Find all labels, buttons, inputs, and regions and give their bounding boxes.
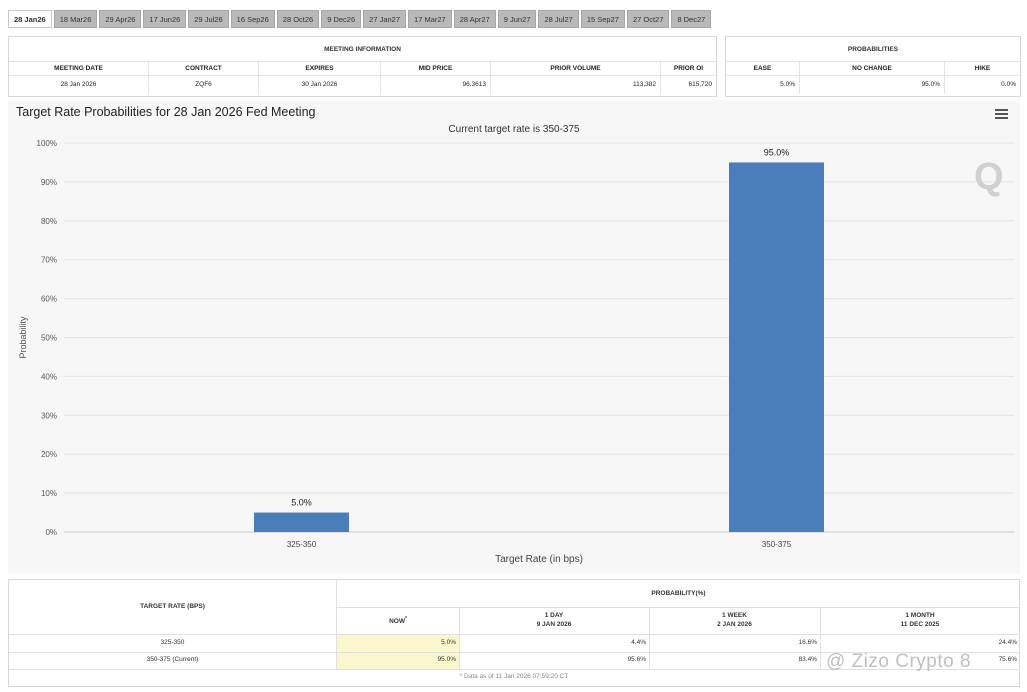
tab-meeting-date[interactable]: 9 Dec26 <box>321 10 362 28</box>
table-header-cell: HIKE <box>974 65 991 72</box>
table-cell: 30 Jan 2026 <box>259 76 381 94</box>
tab-meeting-date[interactable]: 29 Apr26 <box>99 10 142 28</box>
table-cell: 28 Jan 2026 <box>9 76 149 94</box>
bar <box>729 162 824 532</box>
target-rate-header: TARGET RATE (BPS) <box>140 603 205 610</box>
x-tick-label: 325-350 <box>287 540 317 549</box>
y-tick-label: 90% <box>41 178 57 187</box>
tab-meeting-date[interactable]: 28 Apr27 <box>453 10 496 28</box>
table-header-cell: NO CHANGE <box>800 62 945 75</box>
watermark-text: @ Zizo Crypto 8 <box>826 651 972 672</box>
table-header-cell: PRIOR OI <box>673 65 704 72</box>
y-tick-label: 40% <box>41 372 57 381</box>
data-label: 95.0% <box>764 147 790 157</box>
tab-meeting-date[interactable]: 27 Oct27 <box>626 10 670 28</box>
tab-meeting-date[interactable]: 28 Jan26 <box>8 10 52 28</box>
meeting-date-tabs: 28 Jan26 18 Mar26 29 Apr26 17 Jun26 29 Jul26… <box>8 10 712 28</box>
table-header-cell: MID PRICE <box>381 62 491 75</box>
probabilities-title: PROBABILITIES <box>726 37 1020 62</box>
meeting-information-title: MEETING INFORMATION <box>9 37 716 62</box>
one-day-header: 1 DAY 9 JAN 2026 <box>536 612 572 628</box>
table-cell: 5.0% <box>726 76 800 94</box>
chart-subtitle: Current target rate is 350-375 <box>448 124 580 135</box>
table-cell: 0.0% <box>1001 81 1016 88</box>
x-axis-title: Target Rate (in bps) <box>495 554 583 565</box>
y-tick-label: 100% <box>37 139 57 148</box>
table-cell: 95.0% <box>437 656 456 663</box>
tab-meeting-date[interactable]: 18 Mar26 <box>53 10 98 28</box>
y-tick-label: 60% <box>41 295 57 304</box>
y-tick-label: 50% <box>41 334 57 343</box>
tab-meeting-date[interactable]: 27 Jan27 <box>363 10 407 28</box>
y-tick-label: 70% <box>41 256 57 265</box>
bar <box>254 512 349 532</box>
table-cell: 4.4% <box>631 639 646 646</box>
data-timestamp-footnote: * Data as of 11 Jan 2026 07:59:20 CT <box>459 673 569 680</box>
table-header-cell: MEETING DATE <box>9 62 149 75</box>
tab-meeting-date[interactable]: 28 Oct26 <box>276 10 320 28</box>
y-tick-label: 30% <box>41 411 57 420</box>
probability-history-table: TARGET RATE (BPS) PROBABILITY(%) NOW* 1 … <box>8 579 1020 687</box>
now-header: NOW* <box>389 616 407 626</box>
table-cell: 95.6% <box>627 656 646 663</box>
watermark-logo: Q <box>974 156 1004 198</box>
table-header-cell: PRIOR VOLUME <box>491 62 661 75</box>
table-cell: 113,382 <box>491 76 661 94</box>
table-cell: 96.3613 <box>381 76 491 94</box>
x-tick-label: 350-375 <box>762 540 792 549</box>
probabilities-table: PROBABILITIES EASE NO CHANGE HIKE 5.0% 95.0… <box>725 36 1021 97</box>
chart-menu-icon[interactable] <box>995 109 1008 119</box>
tab-meeting-date[interactable]: 28 Jul27 <box>538 10 579 28</box>
tab-meeting-date[interactable]: 29 Jul26 <box>188 10 229 28</box>
one-week-header: 1 WEEK 2 JAN 2026 <box>717 612 752 628</box>
table-cell: 615,720 <box>688 81 713 88</box>
table-header-cell: CONTRACT <box>149 62 259 75</box>
tab-meeting-date[interactable]: 9 Jun27 <box>497 10 537 28</box>
table-cell: ZQF6 <box>149 76 259 94</box>
table-cell: 83.4% <box>798 656 817 663</box>
table-header-cell: EXPIRES <box>259 62 381 75</box>
chart-title: Target Rate Probabilities for 28 Jan 202… <box>16 105 316 119</box>
tab-meeting-date[interactable]: 16 Sep26 <box>230 10 275 28</box>
table-cell: 95.0% <box>800 76 945 94</box>
tab-meeting-date[interactable]: 17 Mar27 <box>408 10 452 28</box>
tab-meeting-date[interactable]: 8 Dec27 <box>671 10 712 28</box>
table-cell: 5.0% <box>441 639 456 646</box>
y-axis-title: Probability <box>18 316 28 359</box>
table-cell: 24.4% <box>998 639 1017 646</box>
data-label: 5.0% <box>291 498 312 508</box>
y-tick-label: 0% <box>45 528 57 537</box>
table-cell: 75.6% <box>998 656 1017 663</box>
tab-meeting-date[interactable]: 17 Jun26 <box>143 10 187 28</box>
probability-header: PROBABILITY(%) <box>651 590 706 597</box>
meeting-information-table: MEETING INFORMATION MEETING DATE CONTRACT… <box>8 36 717 97</box>
table-cell: 16.6% <box>798 639 817 646</box>
row-rate-325-350: 325-350 <box>160 639 185 646</box>
y-tick-label: 80% <box>41 217 57 226</box>
tab-meeting-date[interactable]: 15 Sep27 <box>580 10 625 28</box>
one-month-header: 1 MONTH 11 DEC 2025 <box>900 612 940 628</box>
chart-panel: 0% 10% 20% 30% 40% 50% 60% 70% 80% 90% 100% 5.0% 325… <box>8 100 1020 574</box>
table-header-cell: EASE <box>726 62 800 75</box>
y-tick-label: 20% <box>41 450 57 459</box>
row-rate-350-375: 350-375 (Current) <box>146 656 199 663</box>
y-tick-label: 10% <box>41 489 57 498</box>
bar-chart: 0% 10% 20% 30% 40% 50% 60% 70% 80% 90% 100% 5.0% 325… <box>18 139 1014 565</box>
